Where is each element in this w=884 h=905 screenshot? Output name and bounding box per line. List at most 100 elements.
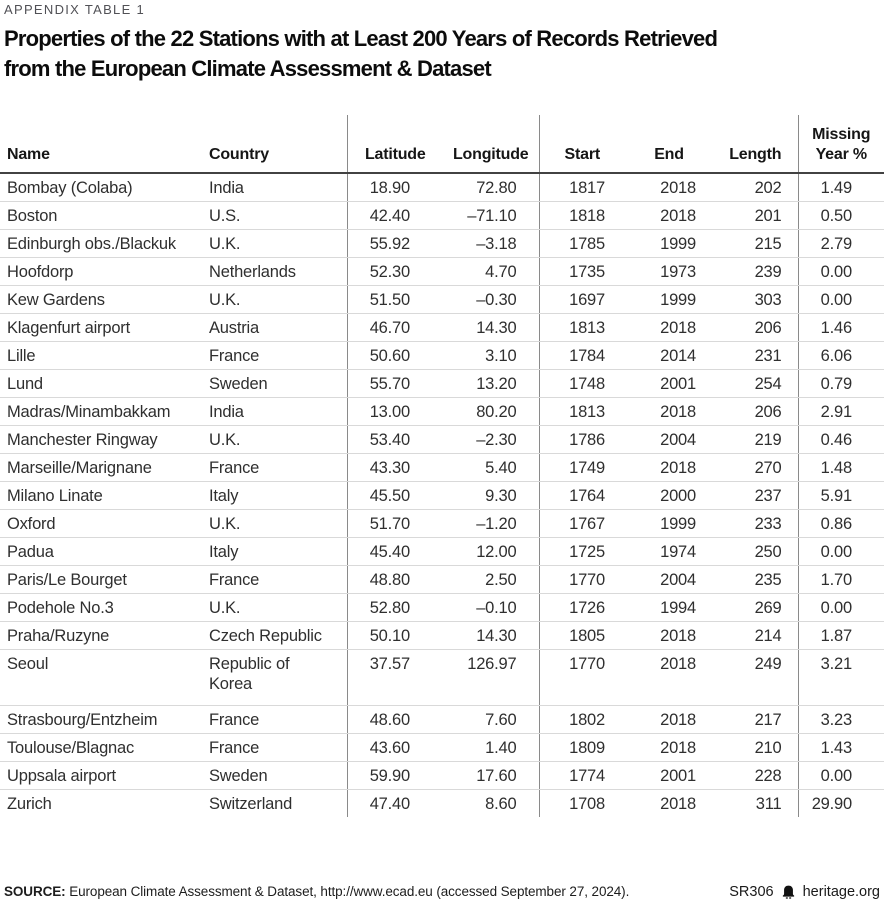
cell-longitude: 9.30 [443,481,539,510]
table-row: Praha/Ruzyne Czech Republic 50.10 14.30 1805… [0,621,884,650]
cell-missing: 6.06 [797,341,884,370]
cell-longitude: 4.70 [443,257,539,286]
page-title: Properties of the 22 Stations with at Le… [4,24,718,84]
cell-longitude: 80.20 [443,397,539,426]
cell-length: 270 [713,453,798,482]
cell-end: 2018 [625,621,713,650]
source-label: SOURCE: [4,884,66,899]
table-row: Milano Linate Italy 45.50 9.30 1764 2000 237 5.… [0,481,884,510]
cell-missing: 2.91 [797,397,884,426]
cell-length: 206 [713,313,798,342]
cell-missing: 2.79 [797,229,884,258]
cell-end: 2000 [625,481,713,510]
cell-missing: 29.90 [797,789,884,817]
cell-end: 2018 [625,649,713,706]
cell-latitude: 59.90 [346,761,443,790]
cell-longitude: –71.10 [443,201,539,230]
table-row: Klagenfurt airport Austria 46.70 14.30 1813 2… [0,313,884,342]
table-row: Boston U.S. 42.40 –71.10 1818 2018 201 0.50 [0,201,884,230]
cell-country: Republic of Korea [202,649,347,706]
cell-missing: 5.91 [797,481,884,510]
cell-start: 1802 [538,705,625,734]
cell-end: 2018 [625,313,713,342]
cell-country: France [202,453,347,482]
table-row: Manchester Ringway U.K. 53.40 –2.30 1786 2004… [0,425,884,454]
cell-length: 239 [713,257,798,286]
cell-latitude: 55.92 [346,229,443,258]
cell-end: 1999 [625,285,713,314]
cell-latitude: 51.50 [346,285,443,314]
cell-name: Hoofdorp [0,257,202,286]
cell-latitude: 43.30 [346,453,443,482]
cell-latitude: 53.40 [346,425,443,454]
table-header: Name Country Latitude Longitude Start End Leng… [0,115,884,174]
cell-end: 1974 [625,537,713,566]
cell-name: Toulouse/Blagnac [0,733,202,762]
cell-name: Seoul [0,649,202,706]
cell-name: Oxford [0,509,202,538]
cell-name: Uppsala airport [0,761,202,790]
cell-longitude: 2.50 [443,565,539,594]
cell-country: France [202,341,347,370]
cell-start: 1786 [538,425,625,454]
cell-length: 269 [713,593,798,622]
cell-missing: 1.70 [797,565,884,594]
cell-end: 2018 [625,705,713,734]
cell-start: 1767 [538,509,625,538]
site-name: heritage.org [802,884,880,900]
cell-end: 2004 [625,425,713,454]
column-header-name: Name [0,115,202,174]
cell-country: India [202,397,347,426]
cell-longitude: 3.10 [443,341,539,370]
source-text: European Climate Assessment & Dataset, h… [65,884,630,899]
cell-length: 235 [713,565,798,594]
cell-end: 1999 [625,229,713,258]
table-row: Padua Italy 45.40 12.00 1725 1974 250 0.00 [0,537,884,566]
cell-length: 250 [713,537,798,566]
cell-country: U.K. [202,425,347,454]
cell-name: Podehole No.3 [0,593,202,622]
cell-start: 1813 [538,397,625,426]
cell-missing: 0.00 [797,761,884,790]
table-row: Podehole No.3 U.K. 52.80 –0.10 1726 1994 269 0.… [0,593,884,622]
table-row: Uppsala airport Sweden 59.90 17.60 1774 2001 2… [0,761,884,790]
cell-longitude: –2.30 [443,425,539,454]
cell-end: 2018 [660,795,696,813]
cell-end: 2004 [625,565,713,594]
cell-country: U.K. [202,593,347,622]
cell-start: 1749 [538,453,625,482]
cell-longitude: –3.18 [443,229,539,258]
cell-missing: 1.43 [797,733,884,762]
cell-country: Italy [202,537,347,566]
table-row: Lund Sweden 55.70 13.20 1748 2001 254 0.79 [0,369,884,398]
cell-length: 219 [713,425,798,454]
table-row: Zurich Switzerland 47.40 8.60 1708 2018 311 29.… [0,789,884,817]
cell-longitude: 14.30 [443,313,539,342]
cell-missing: 1.49 [797,173,884,202]
report-id: SR306 [729,884,774,900]
cell-start: 1785 [538,229,625,258]
liberty-bell-icon [781,884,796,900]
cell-missing: 1.46 [797,313,884,342]
cell-latitude: 46.70 [346,313,443,342]
cell-latitude: 18.90 [346,173,443,202]
cell-missing: 1.87 [797,621,884,650]
cell-longitude: 5.40 [443,453,539,482]
table-body: Bombay (Colaba) India 18.90 72.80 1817 2018 20… [0,173,884,817]
cell-start: 1813 [538,313,625,342]
cell-longitude: –0.10 [443,593,539,622]
source-note: SOURCE: European Climate Assessment & Da… [4,884,629,899]
table-row: Lille France 50.60 3.10 1784 2014 231 6.06 [0,341,884,370]
cell-country: France [202,733,347,762]
cell-name: Bombay (Colaba) [0,173,202,202]
table-row: Marseille/Marignane France 43.30 5.40 1749 20… [0,453,884,482]
cell-length: 214 [713,621,798,650]
cell-longitude: 14.30 [443,621,539,650]
cell-missing: 0.79 [797,369,884,398]
cell-longitude: 8.60 [485,795,517,813]
column-header-end: End [625,115,713,174]
cell-length: 231 [713,341,798,370]
cell-name: Marseille/Marignane [0,453,202,482]
cell-latitude: 55.70 [346,369,443,398]
cell-start: 1770 [538,649,625,706]
